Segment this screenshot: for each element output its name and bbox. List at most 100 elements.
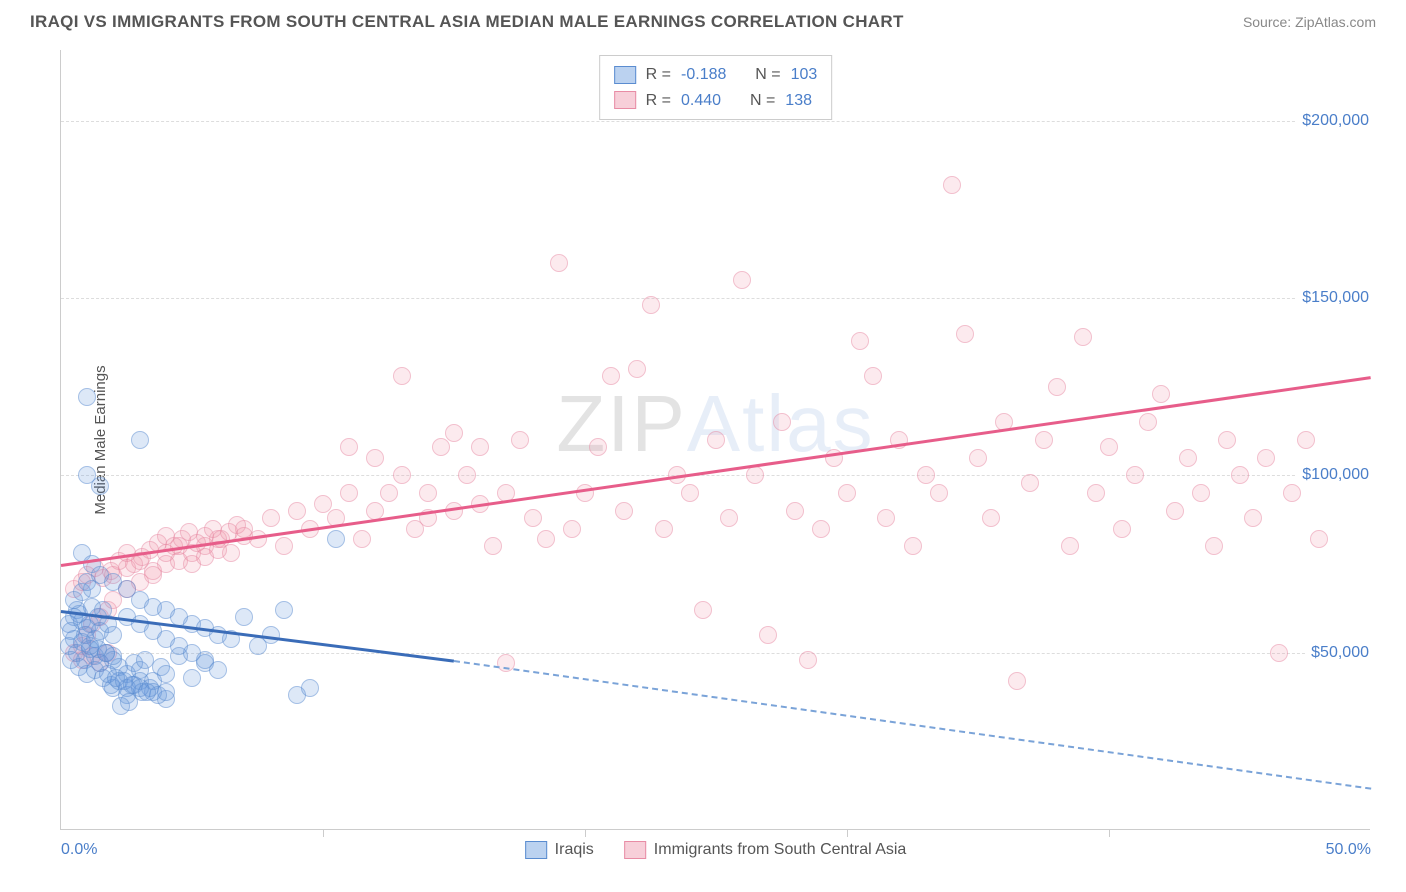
x-tick bbox=[585, 829, 586, 837]
legend-row-pink: R = 0.440 N = 138 bbox=[614, 88, 818, 114]
data-point bbox=[1310, 530, 1328, 548]
watermark-zip: ZIP bbox=[556, 379, 686, 468]
data-point bbox=[445, 424, 463, 442]
data-point bbox=[432, 438, 450, 456]
data-point bbox=[314, 495, 332, 513]
data-point bbox=[1244, 509, 1262, 527]
trend-line-pink bbox=[61, 376, 1371, 566]
data-point bbox=[524, 509, 542, 527]
y-tick-label: $150,000 bbox=[1296, 289, 1375, 307]
gridline bbox=[61, 121, 1370, 122]
r-value-blue: -0.188 bbox=[681, 62, 726, 88]
data-point bbox=[1297, 431, 1315, 449]
x-tick bbox=[1109, 829, 1110, 837]
data-point bbox=[969, 449, 987, 467]
data-point bbox=[131, 431, 149, 449]
data-point bbox=[235, 608, 253, 626]
data-point bbox=[419, 484, 437, 502]
data-point bbox=[589, 438, 607, 456]
data-point bbox=[904, 537, 922, 555]
n-label-pink: N = bbox=[750, 88, 775, 114]
data-point bbox=[1152, 385, 1170, 403]
source-attribution: Source: ZipAtlas.com bbox=[1243, 14, 1376, 30]
data-point bbox=[642, 296, 660, 314]
data-point bbox=[943, 176, 961, 194]
data-point bbox=[1218, 431, 1236, 449]
r-value-pink: 0.440 bbox=[681, 88, 721, 114]
data-point bbox=[917, 466, 935, 484]
data-point bbox=[91, 477, 109, 495]
data-point bbox=[550, 254, 568, 272]
data-point bbox=[628, 360, 646, 378]
data-point bbox=[602, 367, 620, 385]
data-point bbox=[1100, 438, 1118, 456]
correlation-legend: R = -0.188 N = 103 R = 0.440 N = 138 bbox=[599, 55, 833, 120]
data-point bbox=[78, 388, 96, 406]
data-point bbox=[288, 502, 306, 520]
data-point bbox=[157, 665, 175, 683]
data-point bbox=[458, 466, 476, 484]
data-point bbox=[864, 367, 882, 385]
data-point bbox=[1021, 474, 1039, 492]
data-point bbox=[1192, 484, 1210, 502]
x-tick bbox=[323, 829, 324, 837]
data-point bbox=[1008, 672, 1026, 690]
legend-item-blue: Iraqis bbox=[525, 841, 594, 859]
data-point bbox=[786, 502, 804, 520]
data-point bbox=[340, 484, 358, 502]
data-point bbox=[615, 502, 633, 520]
data-point bbox=[1231, 466, 1249, 484]
swatch-pink bbox=[614, 91, 636, 109]
data-point bbox=[1113, 520, 1131, 538]
data-point bbox=[655, 520, 673, 538]
chart-header: IRAQI VS IMMIGRANTS FROM SOUTH CENTRAL A… bbox=[0, 0, 1406, 40]
data-point bbox=[275, 601, 293, 619]
data-point bbox=[838, 484, 856, 502]
swatch-blue bbox=[614, 66, 636, 84]
data-point bbox=[1035, 431, 1053, 449]
data-point bbox=[340, 438, 358, 456]
data-point bbox=[471, 438, 489, 456]
n-value-pink: 138 bbox=[785, 88, 812, 114]
swatch-pink-bottom bbox=[624, 841, 646, 859]
data-point bbox=[275, 537, 293, 555]
y-tick-label: $50,000 bbox=[1305, 644, 1375, 662]
data-point bbox=[157, 683, 175, 701]
x-tick-label: 50.0% bbox=[1326, 841, 1371, 859]
trend-line-blue-dashed bbox=[454, 660, 1371, 790]
data-point bbox=[104, 626, 122, 644]
data-point bbox=[851, 332, 869, 350]
data-point bbox=[380, 484, 398, 502]
data-point bbox=[1074, 328, 1092, 346]
n-label-blue: N = bbox=[755, 62, 780, 88]
data-point bbox=[484, 537, 502, 555]
data-point bbox=[537, 530, 555, 548]
data-point bbox=[877, 509, 895, 527]
data-point bbox=[1166, 502, 1184, 520]
data-point bbox=[1270, 644, 1288, 662]
data-point bbox=[196, 651, 214, 669]
data-point bbox=[1205, 537, 1223, 555]
data-point bbox=[1283, 484, 1301, 502]
data-point bbox=[1257, 449, 1275, 467]
data-point bbox=[1179, 449, 1197, 467]
x-tick bbox=[847, 829, 848, 837]
swatch-blue-bottom bbox=[525, 841, 547, 859]
series-legend: Iraqis Immigrants from South Central Asi… bbox=[525, 841, 907, 859]
data-point bbox=[393, 466, 411, 484]
gridline bbox=[61, 298, 1370, 299]
n-value-blue: 103 bbox=[791, 62, 818, 88]
data-point bbox=[746, 466, 764, 484]
data-point bbox=[759, 626, 777, 644]
x-tick-label: 0.0% bbox=[61, 841, 97, 859]
r-label-pink: R = bbox=[646, 88, 671, 114]
data-point bbox=[720, 509, 738, 527]
data-point bbox=[694, 601, 712, 619]
data-point bbox=[183, 669, 201, 687]
data-point bbox=[773, 413, 791, 431]
data-point bbox=[353, 530, 371, 548]
data-point bbox=[799, 651, 817, 669]
data-point bbox=[812, 520, 830, 538]
y-tick-label: $100,000 bbox=[1296, 466, 1375, 484]
legend-row-blue: R = -0.188 N = 103 bbox=[614, 62, 818, 88]
